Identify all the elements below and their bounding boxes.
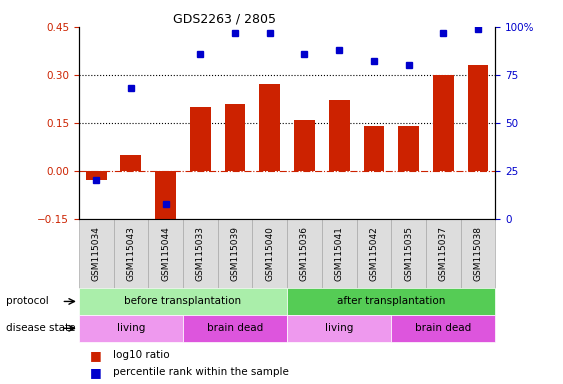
Text: GSM115033: GSM115033 [196, 226, 205, 281]
Text: GSM115038: GSM115038 [473, 226, 482, 281]
Bar [287, 315, 391, 342]
Text: GSM115037: GSM115037 [439, 226, 448, 281]
Bar [391, 219, 426, 288]
Text: after transplantation: after transplantation [337, 296, 445, 306]
Text: percentile rank within the sample: percentile rank within the sample [113, 367, 288, 377]
Bar [287, 219, 322, 288]
Text: GSM115034: GSM115034 [92, 226, 101, 281]
Bar [155, 171, 176, 225]
Bar [426, 219, 461, 288]
Bar [391, 315, 495, 342]
Bar [356, 219, 391, 288]
Text: ■: ■ [90, 349, 102, 362]
Text: log10 ratio: log10 ratio [113, 350, 169, 360]
Bar [79, 315, 183, 342]
Text: protocol: protocol [6, 296, 48, 306]
Text: before transplantation: before transplantation [124, 296, 242, 306]
Text: GSM115043: GSM115043 [127, 226, 135, 281]
Text: GSM115040: GSM115040 [265, 226, 274, 281]
Bar [329, 101, 350, 171]
Title: GDS2263 / 2805: GDS2263 / 2805 [173, 13, 276, 26]
Bar [294, 120, 315, 171]
Bar [398, 126, 419, 171]
Text: living: living [325, 323, 354, 333]
Bar [252, 219, 287, 288]
Bar [468, 65, 489, 171]
Bar [287, 288, 495, 315]
Text: GSM115041: GSM115041 [335, 226, 343, 281]
Bar [183, 315, 287, 342]
Text: disease state: disease state [6, 323, 75, 333]
Bar [225, 104, 245, 171]
Bar [148, 219, 183, 288]
Bar [79, 288, 287, 315]
Bar [218, 219, 252, 288]
Bar [86, 171, 106, 180]
Bar [260, 84, 280, 171]
Text: brain dead: brain dead [415, 323, 471, 333]
Text: GSM115035: GSM115035 [404, 226, 413, 281]
Text: ■: ■ [90, 366, 102, 379]
Text: GSM115044: GSM115044 [161, 226, 170, 281]
Text: brain dead: brain dead [207, 323, 263, 333]
Bar [114, 219, 148, 288]
Text: GSM115039: GSM115039 [231, 226, 239, 281]
Bar [79, 219, 114, 288]
Bar [364, 126, 385, 171]
Text: GSM115036: GSM115036 [300, 226, 309, 281]
Text: GSM115042: GSM115042 [369, 226, 378, 281]
Bar [190, 107, 211, 171]
Bar [461, 219, 495, 288]
Bar [120, 155, 141, 171]
Bar [322, 219, 356, 288]
Bar [433, 75, 454, 171]
Text: living: living [117, 323, 145, 333]
Bar [183, 219, 218, 288]
